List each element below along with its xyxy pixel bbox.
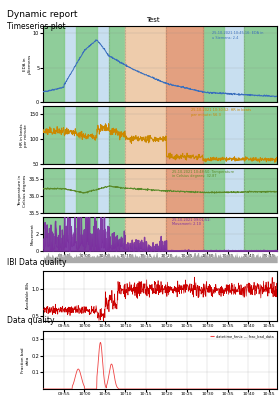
Bar xyxy=(125,168,166,213)
Y-axis label: HR in beats
per minute: HR in beats per minute xyxy=(20,124,29,147)
Bar xyxy=(244,106,277,164)
Bar xyxy=(76,106,97,164)
Bar xyxy=(76,217,97,251)
Y-axis label: Fraction bad
data: Fraction bad data xyxy=(22,347,30,373)
Bar xyxy=(166,217,203,251)
Bar xyxy=(125,106,166,164)
Text: 25-10-2021 10:30:52: HR in beats
per minute: 56.3: 25-10-2021 10:30:52: HR in beats per min… xyxy=(191,108,251,117)
Legend: datetime_fenix --- frac_bad_data: datetime_fenix --- frac_bad_data xyxy=(209,332,276,339)
Bar xyxy=(203,217,224,251)
Bar xyxy=(203,26,224,102)
Text: 25-10-2021 10:45:16: EDA in
u Siemens: 2.4: 25-10-2021 10:45:16: EDA in u Siemens: 2… xyxy=(212,31,263,40)
Bar xyxy=(76,26,97,102)
Bar xyxy=(203,168,224,213)
Bar xyxy=(43,217,64,251)
Bar xyxy=(43,26,64,102)
Bar xyxy=(203,106,224,164)
Text: Dynamic report: Dynamic report xyxy=(7,10,78,19)
Y-axis label: EDA in
μSiemens: EDA in μSiemens xyxy=(23,54,32,74)
Bar xyxy=(244,168,277,213)
Bar xyxy=(125,26,166,102)
Bar xyxy=(244,26,277,102)
Bar xyxy=(109,26,125,102)
Bar xyxy=(76,168,97,213)
Bar xyxy=(43,106,64,164)
Text: Timeseries plot: Timeseries plot xyxy=(7,22,66,31)
Y-axis label: Temperature in
Celsius degrees: Temperature in Celsius degrees xyxy=(18,174,27,207)
Bar xyxy=(166,106,203,164)
Bar xyxy=(244,217,277,251)
Text: IBI Data quality: IBI Data quality xyxy=(7,258,67,267)
Bar xyxy=(109,168,125,213)
Text: 25-10-2021 10:48:50: Temperature
in Celsius degrees: 32.87: 25-10-2021 10:48:50: Temperature in Cels… xyxy=(172,170,234,178)
Bar xyxy=(43,168,64,213)
Bar xyxy=(109,217,125,251)
Text: Data quality: Data quality xyxy=(7,316,55,325)
Bar xyxy=(166,26,203,102)
Y-axis label: Movement: Movement xyxy=(31,223,35,245)
Text: 25-10-2021 09:01:51:
Movement: 2.10: 25-10-2021 09:01:51: Movement: 2.10 xyxy=(172,218,211,226)
Y-axis label: Available IBIs: Available IBIs xyxy=(26,282,30,309)
Text: Test: Test xyxy=(146,17,160,23)
Bar xyxy=(166,168,203,213)
Bar xyxy=(125,217,166,251)
Bar xyxy=(109,106,125,164)
